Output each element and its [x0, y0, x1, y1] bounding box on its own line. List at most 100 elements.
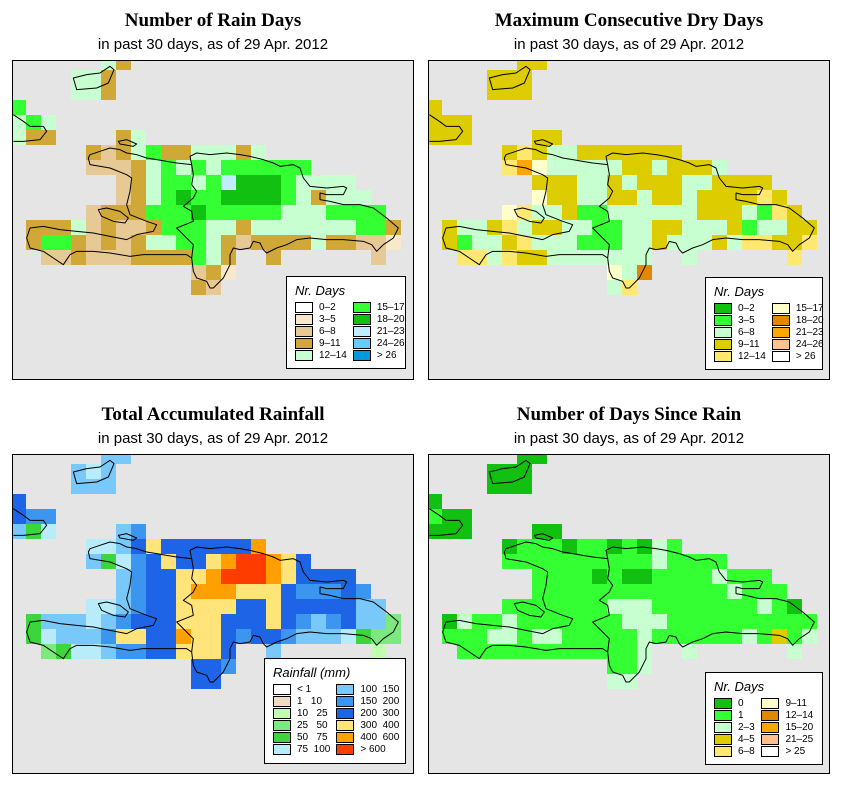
grid-cell	[146, 584, 161, 599]
grid-cell	[236, 190, 251, 205]
grid-cell	[13, 115, 26, 130]
grid-cell	[266, 220, 281, 235]
grid-cell	[266, 554, 281, 569]
legend-swatch	[714, 733, 732, 745]
grid-cell	[637, 629, 652, 644]
legend-swatch	[273, 731, 291, 743]
grid-cell	[281, 220, 296, 235]
grid-cell	[532, 554, 547, 569]
grid-cell	[116, 644, 131, 659]
grid-cell	[296, 614, 311, 629]
legend-swatch	[336, 683, 355, 695]
legend-item: 200 300	[336, 707, 399, 719]
grid-cell	[176, 190, 191, 205]
grid-cell	[191, 190, 206, 205]
legend-label: 75 100	[297, 743, 331, 755]
grid-cell	[712, 599, 727, 614]
grid-cell	[221, 599, 236, 614]
grid-cell	[13, 100, 26, 115]
grid-cell	[502, 220, 517, 235]
grid-cell	[236, 599, 251, 614]
grid-cell	[266, 584, 281, 599]
grid-cell	[221, 539, 236, 554]
grid-cell	[221, 584, 236, 599]
grid-cell	[667, 614, 682, 629]
grid-cell	[56, 235, 71, 250]
grid-cell	[429, 100, 442, 115]
grid-cell	[442, 524, 457, 539]
grid-cell	[161, 539, 176, 554]
grid-cell	[221, 160, 236, 175]
grid-cell	[311, 220, 326, 235]
grid-cell	[517, 220, 532, 235]
grid-cell	[682, 190, 697, 205]
grid-cell	[116, 160, 131, 175]
grid-cell	[161, 220, 176, 235]
legend-swatch	[771, 326, 790, 338]
grid-cell	[532, 599, 547, 614]
legend-item: > 600	[336, 743, 399, 755]
grid-cell	[206, 160, 221, 175]
grid-cell	[637, 145, 652, 160]
grid-cell	[296, 584, 311, 599]
legend-swatch	[714, 709, 732, 721]
grid-cell	[341, 584, 356, 599]
grid-cell	[502, 614, 517, 629]
grid-cell	[296, 205, 311, 220]
grid-cell	[206, 205, 221, 220]
legend-label: 21–23	[376, 325, 405, 337]
grid-cell	[116, 250, 131, 265]
grid-cell	[622, 569, 637, 584]
grid-cell	[577, 629, 592, 644]
grid-cell	[742, 175, 757, 190]
grid-cell	[532, 250, 547, 265]
legend-item: 75 100	[273, 743, 330, 755]
grid-cell	[667, 554, 682, 569]
legend-label: 25 50	[297, 719, 328, 731]
legend-label: > 600	[360, 743, 386, 755]
legend-label: 6–8	[319, 325, 336, 337]
legend-item: 1 10	[273, 695, 330, 707]
grid-cell	[547, 235, 562, 250]
grid-cell	[101, 479, 116, 494]
grid-cell	[622, 644, 637, 659]
grid-cell	[712, 220, 727, 235]
grid-cell	[487, 250, 502, 265]
grid-cell	[221, 175, 236, 190]
grid-cell	[517, 85, 532, 100]
grid-cell	[757, 629, 772, 644]
grid-cell	[116, 145, 131, 160]
legend-item: 150 200	[336, 695, 399, 707]
map-legend: Nr. Days 0–2 3–5 6–8 9–11 12–14 15–17 18–20 21–2…	[286, 276, 406, 369]
grid-cell	[727, 205, 742, 220]
panel-subtitle: in past 30 days, as of 29 Apr. 2012	[513, 430, 745, 447]
grid-cell	[757, 584, 772, 599]
grid-cell	[502, 644, 517, 659]
grid-cell	[386, 629, 401, 644]
grid-cell	[191, 554, 206, 569]
legend-label: 21–23	[795, 326, 824, 338]
grid-cell	[547, 160, 562, 175]
legend-swatch	[336, 731, 355, 743]
grid-cell	[221, 629, 236, 644]
grid-cell	[101, 61, 116, 70]
grid-cell	[607, 614, 622, 629]
grid-cell	[161, 175, 176, 190]
grid-cell	[607, 659, 622, 674]
panel-subtitle: in past 30 days, as of 29 Apr. 2012	[513, 36, 745, 53]
grid-cell	[562, 250, 577, 265]
grid-cell	[266, 644, 281, 659]
grid-cell	[191, 280, 206, 295]
legend-swatch	[761, 745, 780, 757]
legend-item: 24–26	[352, 337, 405, 349]
map-legend: Nr. Days 0 1 2–3 4–5 6–8 9–11 12–14 15–20 21–25 > …	[705, 672, 823, 765]
grid-cell	[71, 629, 86, 644]
grid-cell	[116, 554, 131, 569]
legend-swatch	[771, 302, 790, 314]
grid-cell	[146, 220, 161, 235]
grid-cell	[622, 659, 637, 674]
grid-cell	[562, 160, 577, 175]
grid-cell	[652, 584, 667, 599]
grid-cell	[667, 220, 682, 235]
grid-cell	[281, 599, 296, 614]
